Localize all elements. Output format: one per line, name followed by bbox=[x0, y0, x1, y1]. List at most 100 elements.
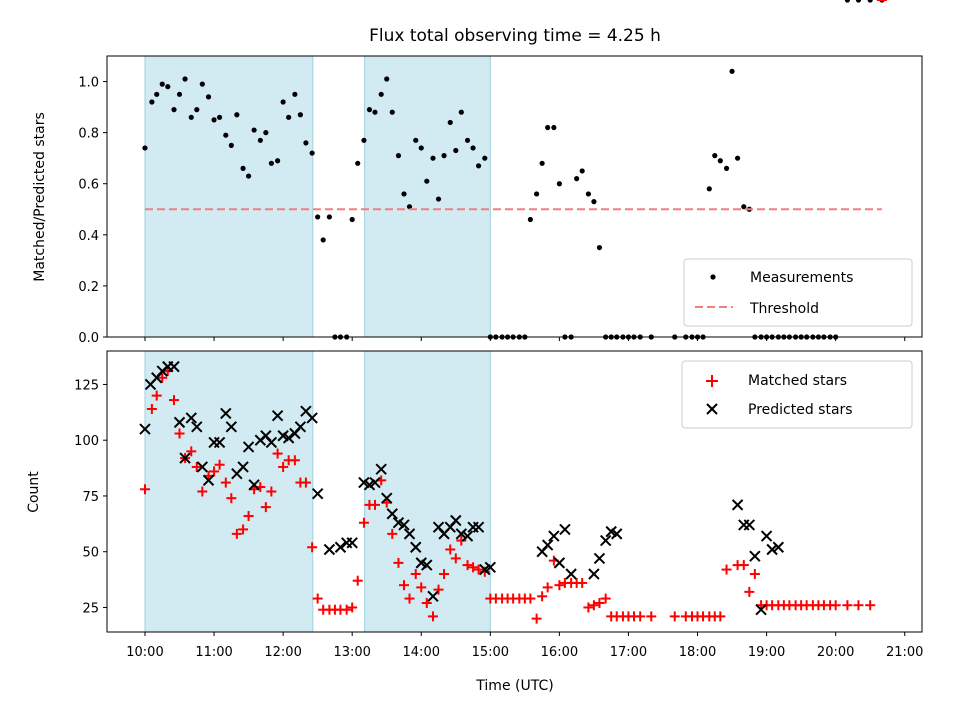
measurement-point bbox=[223, 132, 229, 138]
predicted-star-point bbox=[731, 499, 744, 511]
measurement-point bbox=[366, 107, 373, 113]
measurement-point bbox=[534, 191, 540, 197]
bottom-y-axis-label: Count bbox=[26, 471, 42, 513]
observing-window-band bbox=[144, 350, 314, 633]
measurement-point bbox=[216, 114, 223, 120]
predicted-star-point bbox=[311, 488, 324, 500]
measurement-point bbox=[475, 163, 482, 169]
matched-star-point bbox=[243, 511, 254, 522]
measurement-point bbox=[591, 199, 597, 205]
measurement-point bbox=[458, 109, 464, 115]
measurement-point bbox=[154, 91, 160, 97]
predicted-star-point bbox=[472, 521, 485, 533]
y-tick-label: 0.6 bbox=[78, 178, 99, 193]
measurement-point bbox=[355, 160, 361, 166]
predicted-star-point bbox=[611, 528, 623, 540]
measurement-point bbox=[741, 204, 747, 210]
measurement-point bbox=[211, 117, 217, 123]
matched-star-point bbox=[830, 600, 841, 611]
measurement-point bbox=[435, 196, 442, 202]
measurement-point bbox=[182, 76, 188, 82]
predicted-star-point bbox=[461, 530, 474, 542]
bottom-x-axis: 10:00 11:00 12:00 13:00 14:00 15:00 16:00 17:00… bbox=[126, 632, 923, 660]
matched-star-point bbox=[738, 560, 749, 571]
matched-star-point bbox=[214, 459, 225, 470]
matched-star-point bbox=[186, 446, 197, 457]
y-tick-label: 0.8 bbox=[78, 127, 99, 142]
measurement-point bbox=[867, 0, 873, 3]
x-tick-label: 10:00 bbox=[126, 645, 163, 660]
measurement-point bbox=[205, 94, 212, 100]
measurement-point bbox=[855, 0, 862, 3]
bottom-observing-windows bbox=[144, 350, 491, 633]
predicted-star-point bbox=[484, 561, 497, 574]
matched-star-point bbox=[445, 544, 456, 555]
measurement-point bbox=[556, 181, 562, 187]
x-tick-label: 12:00 bbox=[264, 645, 301, 660]
matched-star-point bbox=[715, 611, 726, 622]
matched-star-point bbox=[410, 569, 421, 580]
x-tick-label: 21:00 bbox=[886, 645, 923, 660]
predicted-star-point bbox=[346, 537, 358, 549]
predicted-star-point bbox=[541, 539, 554, 551]
predicted-star-point bbox=[282, 432, 295, 444]
measurement-point bbox=[539, 160, 545, 166]
x-tick-label: 16:00 bbox=[541, 645, 578, 660]
measurement-point bbox=[447, 119, 453, 126]
predicted-star-point bbox=[265, 436, 278, 449]
x-tick-label: 18:00 bbox=[679, 645, 716, 660]
matched-star-point bbox=[369, 499, 380, 510]
measurement-point bbox=[717, 158, 723, 164]
matched-star-point bbox=[537, 591, 548, 602]
predicted-star-point bbox=[548, 530, 560, 542]
observing-window-band bbox=[144, 55, 314, 338]
measurement-point bbox=[349, 216, 355, 223]
predicted-star-point bbox=[179, 452, 191, 464]
measurement-point bbox=[361, 137, 367, 143]
predicted-star-point bbox=[749, 550, 761, 562]
measurement-point bbox=[268, 160, 274, 166]
legend-matched-label: Matched stars bbox=[748, 373, 847, 389]
measurement-point bbox=[320, 237, 326, 243]
measurement-point bbox=[263, 130, 269, 136]
measurement-point bbox=[470, 145, 476, 151]
measurement-point bbox=[464, 137, 471, 143]
matched-star-point bbox=[151, 390, 162, 401]
predicted-star-point bbox=[220, 407, 232, 420]
bottom-y-axis: 25 50 75 100 125 bbox=[74, 378, 107, 616]
matched-star-point bbox=[646, 611, 657, 622]
measurement-point bbox=[406, 204, 413, 210]
measurement-point bbox=[378, 91, 384, 97]
matched-star-point bbox=[416, 582, 427, 593]
measurement-point bbox=[418, 145, 424, 151]
measurement-point bbox=[303, 140, 309, 146]
top-axes-frame bbox=[106, 55, 923, 338]
measurement-point bbox=[844, 0, 851, 3]
legend-measurements-marker bbox=[710, 274, 716, 280]
predicted-star-point bbox=[565, 568, 577, 580]
matched-star-point bbox=[744, 586, 755, 597]
measurement-point bbox=[734, 155, 741, 161]
predicted-star-point bbox=[139, 423, 151, 435]
matched-star-point bbox=[404, 593, 415, 604]
legend-measurements-label: Measurements bbox=[750, 270, 853, 286]
measurement-point bbox=[234, 112, 240, 118]
measurement-point bbox=[240, 165, 246, 171]
predicted-star-point bbox=[772, 541, 785, 553]
predicted-star-point bbox=[588, 568, 600, 580]
matched-star-point bbox=[157, 372, 168, 383]
measurement-point bbox=[424, 178, 430, 184]
measurement-point bbox=[199, 81, 205, 87]
measurement-point bbox=[245, 173, 252, 179]
measurement-point bbox=[413, 137, 419, 143]
x-tick-label: 17:00 bbox=[610, 645, 647, 660]
matched-star-point bbox=[191, 461, 202, 472]
bottom-legend: Matched stars Predicted stars bbox=[681, 360, 913, 429]
measurement-point bbox=[545, 124, 551, 131]
predicted-star-point bbox=[455, 528, 468, 540]
measurement-point bbox=[228, 142, 234, 149]
predicted-star-point bbox=[427, 590, 439, 603]
predicted-star-point bbox=[398, 519, 410, 531]
measurement-point bbox=[596, 244, 603, 251]
observing-window-band bbox=[364, 55, 491, 338]
